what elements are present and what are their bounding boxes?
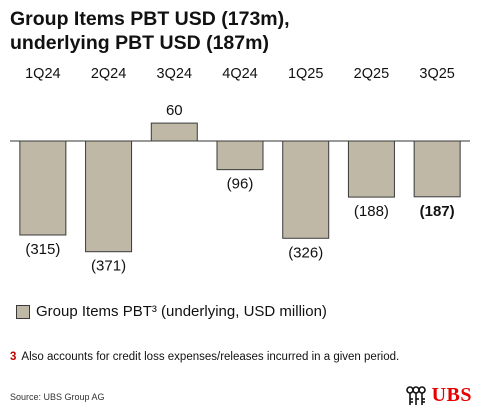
- footnote-number: 3: [10, 351, 17, 363]
- title-line-2: underlying PBT USD (187m): [10, 32, 269, 54]
- category-label: 4Q24: [222, 66, 257, 82]
- legend-label: Group Items PBT³ (underlying, USD millio…: [36, 303, 327, 320]
- legend: Group Items PBT³ (underlying, USD millio…: [16, 303, 327, 320]
- bar: [347, 140, 395, 198]
- bar: [282, 140, 330, 239]
- data-label: (371): [91, 258, 126, 275]
- bar: [413, 140, 461, 198]
- logo-text: UBS: [431, 384, 472, 406]
- category-label: 1Q24: [25, 66, 60, 82]
- title-line-1: Group Items PBT USD (173m),: [10, 8, 290, 30]
- category-label: 2Q25: [354, 66, 389, 82]
- footnote: 3 Also accounts for credit loss expenses/…: [10, 351, 399, 363]
- ubs-keys-icon: [405, 385, 426, 405]
- data-label: (187): [420, 203, 455, 220]
- data-label: (315): [25, 241, 60, 258]
- ubs-logo: UBS: [404, 384, 472, 407]
- category-label: 1Q25: [288, 66, 323, 82]
- data-label: (326): [288, 244, 323, 261]
- bar: [19, 140, 67, 236]
- chart-title: Group Items PBT USD (173m), underlying P…: [10, 7, 470, 55]
- data-label: 60: [166, 102, 183, 119]
- category-label: 2Q24: [91, 66, 126, 82]
- bar: [85, 140, 133, 253]
- data-label: (188): [354, 203, 389, 220]
- data-label: (96): [227, 176, 254, 193]
- bar-chart: 1Q24 (315) 2Q24 (371) 3Q24 60 4Q24 (96) 1Q25 (326…: [10, 66, 470, 275]
- bar: [150, 122, 198, 142]
- category-label: 3Q24: [157, 66, 192, 82]
- footnote-text: Also accounts for credit loss expenses/r…: [21, 351, 400, 363]
- source-note: Source: UBS Group AG: [10, 392, 105, 402]
- category-label: 3Q25: [419, 66, 454, 82]
- bar: [216, 140, 264, 171]
- legend-swatch: [16, 304, 30, 319]
